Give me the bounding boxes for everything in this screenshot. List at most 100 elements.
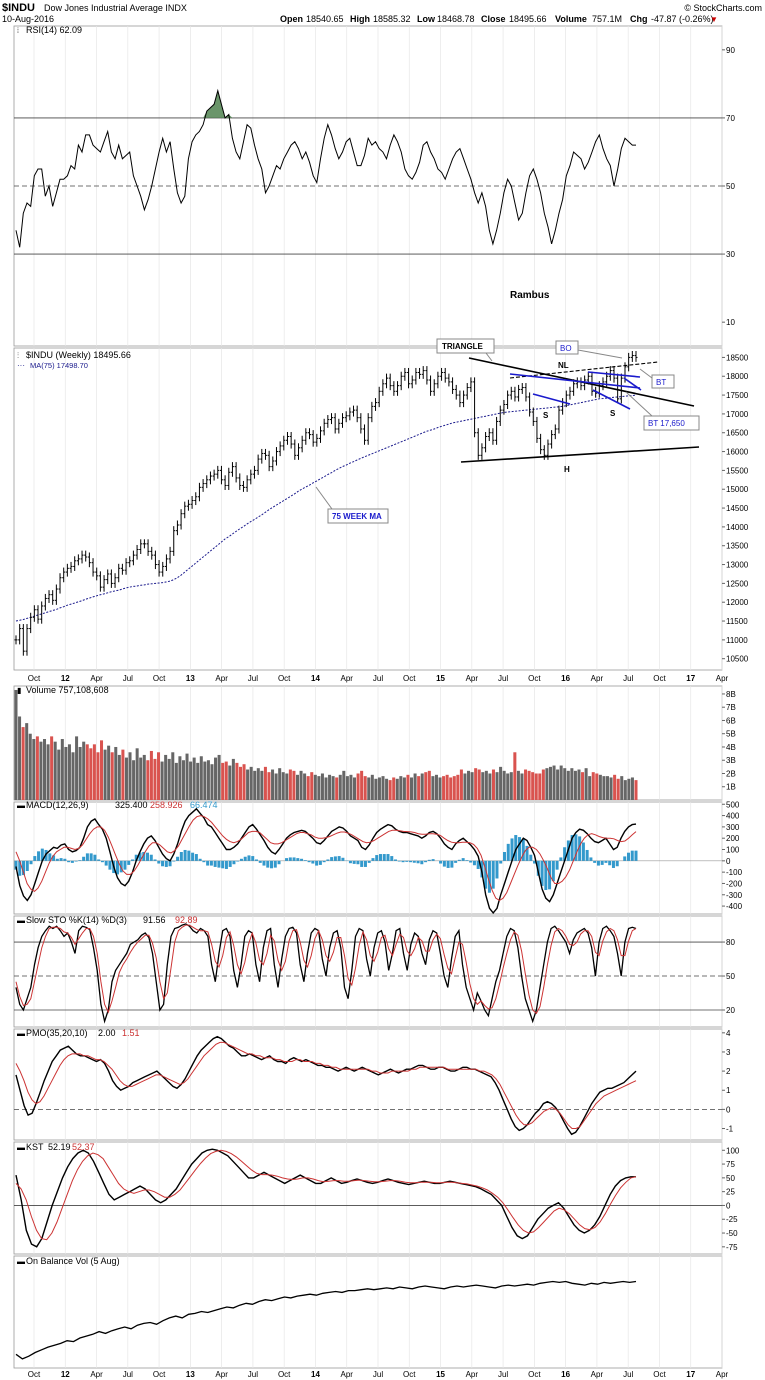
macd-histogram-bar xyxy=(232,860,236,865)
volume-bar xyxy=(406,774,410,800)
x-axis-label: 12 xyxy=(61,674,70,683)
volume-bar xyxy=(360,770,364,800)
volume-bar xyxy=(224,761,228,800)
macd-histogram-bar xyxy=(623,856,627,861)
x-axis-label: Apr xyxy=(90,1370,103,1379)
volume-bar xyxy=(573,770,577,800)
pmo-tick-label: 3 xyxy=(726,1048,731,1057)
macd-histogram-bar xyxy=(134,854,138,861)
x-axis-label: Jul xyxy=(623,1370,633,1379)
macd-histogram xyxy=(14,834,722,893)
volume-bar xyxy=(263,766,267,800)
left-shoulder-line xyxy=(532,393,571,405)
x-axis-label: Apr xyxy=(466,1370,479,1379)
x-axis-label: 16 xyxy=(561,674,570,683)
right-shoulder-label: S xyxy=(610,409,616,418)
price-tick-label: 14500 xyxy=(726,504,749,513)
volume-bar xyxy=(595,773,599,800)
macd-histogram-bar xyxy=(270,860,274,869)
volume-bar xyxy=(630,777,634,800)
volume-tick-label: 4B xyxy=(726,743,736,752)
price-axis-ticks: 18500 18000 17500 17000 16500 16000 15500 15000… xyxy=(722,353,749,664)
volume-bar xyxy=(452,776,456,800)
macd-histogram-bar xyxy=(97,859,101,861)
macd-histogram-bar xyxy=(243,856,247,861)
volume-bar xyxy=(167,758,171,800)
macd-histogram-bar xyxy=(254,859,258,861)
volume-bar xyxy=(434,774,438,800)
volume-bar xyxy=(295,774,300,800)
macd-histogram-bar xyxy=(209,860,213,866)
volume-bar xyxy=(467,770,471,800)
volume-bar xyxy=(107,745,111,800)
macd-histogram-bar xyxy=(394,859,398,861)
macd-histogram-bar xyxy=(529,854,533,861)
volume-bar xyxy=(235,762,239,800)
x-axis-label: 13 xyxy=(186,1370,195,1379)
kst-tick-label: 75 xyxy=(726,1160,735,1169)
volume-bar xyxy=(192,757,196,800)
high-label: High xyxy=(350,14,370,24)
x-axis-label: Apr xyxy=(90,674,103,683)
x-axis-label: Jul xyxy=(248,674,258,683)
volume-bar xyxy=(75,736,79,800)
volume-bar xyxy=(249,766,253,800)
volume-bar xyxy=(132,760,136,800)
macd-histogram-bar xyxy=(285,858,289,861)
macd-histogram-bar xyxy=(476,860,480,869)
volume-bar xyxy=(299,770,303,800)
volume-bar xyxy=(303,773,307,800)
macd-histogram-bar xyxy=(506,843,510,861)
macd-histogram-bar xyxy=(604,860,608,863)
pmo-axis-ticks: 4 3 2 1 0 -1 xyxy=(722,1029,734,1134)
rsi-grid xyxy=(14,117,722,255)
macd-histogram-bar xyxy=(420,860,424,865)
volume-bar xyxy=(377,777,381,800)
security-name: Dow Jones Industrial Average INDX xyxy=(44,3,187,13)
x-axis-label: Apr xyxy=(341,674,354,683)
price-legend: $INDU (Weekly) 18495.66 xyxy=(26,350,131,360)
flag-lower-line xyxy=(587,371,641,378)
volume-bar xyxy=(46,744,50,800)
kst-tick-label: 0 xyxy=(726,1201,731,1210)
volume-bar xyxy=(256,768,260,800)
x-axis-label: Oct xyxy=(278,1370,291,1379)
price-tick-label: 17000 xyxy=(726,410,749,419)
chart-date: 10-Aug-2016 xyxy=(2,14,54,24)
x-axis-label: Jul xyxy=(373,674,383,683)
volume-legend-icon: ▮ xyxy=(17,686,21,695)
macd-histogram-bar xyxy=(461,858,465,861)
macd-histogram-bar xyxy=(194,854,198,861)
obv-frame xyxy=(13,1255,723,1369)
macd-histogram-bar xyxy=(495,860,499,879)
volume-bar xyxy=(89,748,93,800)
pmo-tick-label: 4 xyxy=(726,1029,731,1038)
macd-histogram-bar xyxy=(37,851,41,861)
x-axis-label: 15 xyxy=(436,1370,445,1379)
macd-histogram-bar xyxy=(326,859,330,861)
volume-bar xyxy=(349,774,353,800)
x-axis-label: Oct xyxy=(153,674,166,683)
low-value: 18468.78 xyxy=(437,14,475,24)
volume-bar xyxy=(67,744,71,800)
volume-bar xyxy=(18,716,22,800)
volume-bar xyxy=(110,752,114,800)
macd-histogram-bar xyxy=(236,860,240,862)
macd-histogram-bar xyxy=(142,852,146,861)
ma-callout-box xyxy=(327,508,389,524)
volume-bar xyxy=(253,770,257,800)
volume-bar xyxy=(274,773,278,800)
x-axis-label: Apr xyxy=(215,674,228,683)
sto-axis-ticks: 80 50 20 xyxy=(722,938,735,1015)
x-axis-label: 17 xyxy=(686,674,695,683)
macd-histogram-bar xyxy=(356,860,360,865)
macd-histogram-bar xyxy=(581,842,585,861)
macd-histogram-bar xyxy=(228,860,232,867)
volume-bar xyxy=(292,770,296,800)
macd-histogram-bar xyxy=(176,856,180,861)
volume-axis-ticks: 8B 7B 6B 5B 4B 3B 2B 1B xyxy=(722,690,736,792)
kst-signal-line xyxy=(15,1149,637,1241)
volume-bar xyxy=(114,746,118,800)
macd-histogram-bar xyxy=(78,860,82,861)
